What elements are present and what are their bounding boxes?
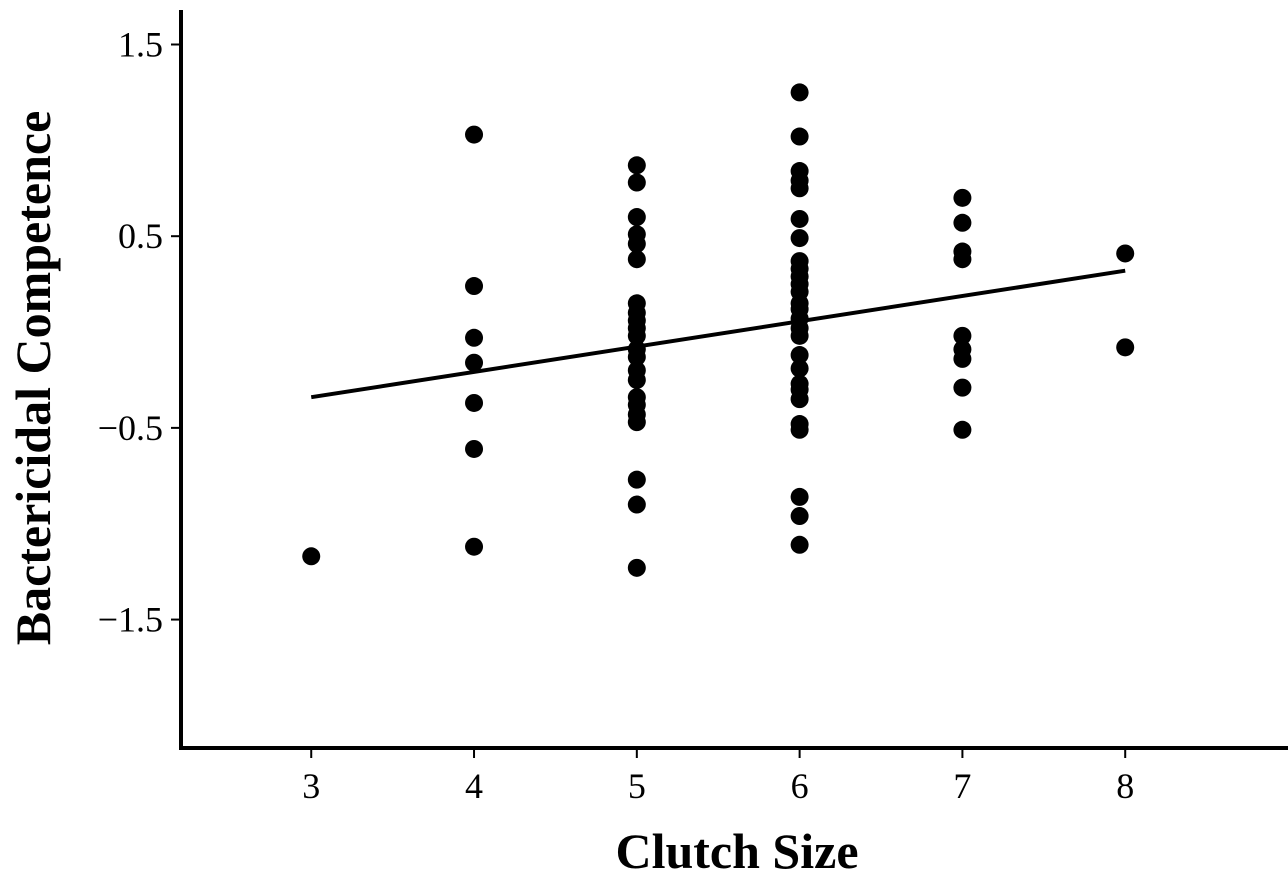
data-point bbox=[627, 250, 646, 269]
data-point bbox=[1116, 244, 1135, 263]
data-point bbox=[790, 346, 809, 365]
x-tick-label: 4 bbox=[465, 766, 483, 806]
data-point bbox=[302, 547, 321, 566]
x-tick-label: 6 bbox=[791, 766, 809, 806]
data-point bbox=[627, 347, 646, 366]
y-tick-label: −0.5 bbox=[98, 408, 163, 448]
data-point bbox=[953, 349, 972, 368]
data-point bbox=[627, 326, 646, 345]
data-point bbox=[627, 470, 646, 489]
data-point bbox=[790, 359, 809, 378]
y-axis: 1.5 0.5 −0.5 −1.5 bbox=[98, 10, 183, 750]
data-point bbox=[1116, 338, 1135, 357]
data-point bbox=[627, 413, 646, 432]
y-axis-title: Bactericidal Competence bbox=[5, 111, 61, 646]
data-points bbox=[302, 83, 1135, 577]
data-point bbox=[790, 326, 809, 345]
data-point bbox=[465, 353, 484, 372]
x-tick-label: 5 bbox=[628, 766, 646, 806]
data-point bbox=[790, 507, 809, 526]
data-point bbox=[790, 487, 809, 506]
data-point bbox=[790, 127, 809, 146]
data-point bbox=[465, 277, 484, 296]
data-point bbox=[953, 250, 972, 269]
data-point bbox=[627, 156, 646, 175]
data-point bbox=[790, 209, 809, 228]
data-point bbox=[953, 326, 972, 345]
data-point bbox=[790, 179, 809, 198]
data-point bbox=[465, 125, 484, 144]
data-point bbox=[627, 495, 646, 514]
data-point bbox=[465, 328, 484, 347]
fit-line-group bbox=[310, 268, 1126, 400]
data-point bbox=[790, 420, 809, 439]
data-point bbox=[790, 229, 809, 248]
data-point bbox=[465, 537, 484, 556]
data-point bbox=[790, 83, 809, 102]
x-tick-label: 3 bbox=[302, 766, 320, 806]
data-point bbox=[627, 173, 646, 192]
data-point bbox=[627, 208, 646, 227]
x-axis: 3 4 5 6 7 8 bbox=[180, 746, 1288, 806]
x-axis-title: Clutch Size bbox=[615, 823, 858, 873]
data-point bbox=[790, 535, 809, 554]
y-tick-label: 0.5 bbox=[118, 216, 163, 256]
y-tick-label: −1.5 bbox=[98, 600, 163, 640]
data-point bbox=[790, 390, 809, 409]
y-tick-label: 1.5 bbox=[118, 25, 163, 65]
data-point bbox=[953, 213, 972, 232]
x-tick-label: 8 bbox=[1116, 766, 1134, 806]
data-point bbox=[953, 378, 972, 397]
data-point bbox=[953, 188, 972, 207]
data-point bbox=[465, 439, 484, 458]
data-point bbox=[627, 370, 646, 389]
data-point bbox=[465, 393, 484, 412]
x-tick-label: 7 bbox=[953, 766, 971, 806]
data-point bbox=[627, 234, 646, 253]
fit-line bbox=[310, 268, 1126, 400]
data-point bbox=[627, 558, 646, 577]
data-point bbox=[953, 420, 972, 439]
